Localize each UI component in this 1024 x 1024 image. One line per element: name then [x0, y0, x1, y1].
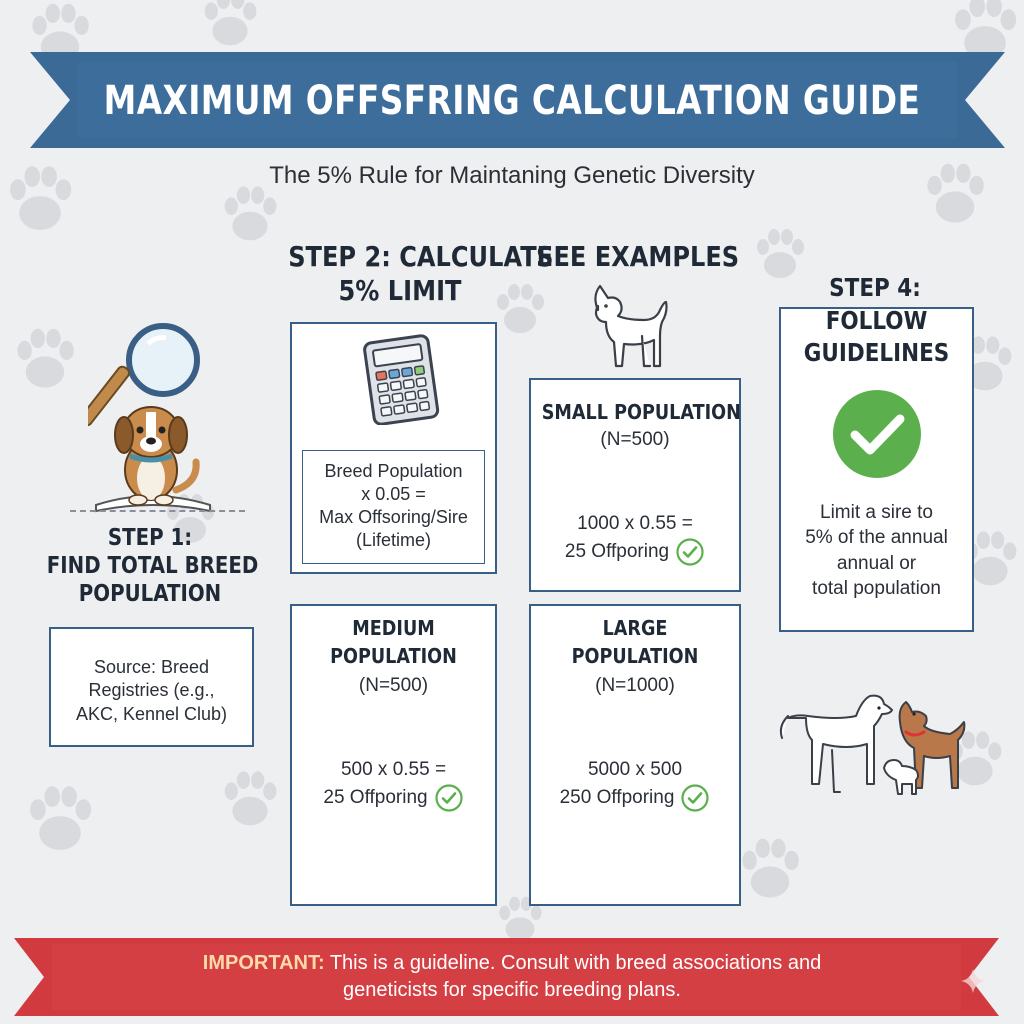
medium-population-n: (N=500)	[358, 675, 429, 696]
source-line: AKC, Kennel Club)	[75, 703, 228, 724]
large-title-line: POPULATION	[571, 644, 699, 668]
large-population-n: (N=1000)	[595, 675, 675, 696]
step1-heading-line: STEP 1:	[107, 525, 193, 551]
large-population-result: 250 Offporing	[559, 787, 675, 809]
small-population-result-row: 25 Offporing	[529, 537, 741, 567]
medium-population-result: 25 Offporing	[323, 787, 428, 809]
step4-text: Limit a sire to 5% of the annual annual …	[779, 500, 974, 601]
formula-line: (Lifetime)	[355, 530, 431, 551]
dog-outline-icon	[594, 284, 668, 368]
small-population-result: 25 Offporing	[564, 541, 670, 563]
step1-heading-line: POPULATION	[78, 581, 222, 608]
step4-text-line: total population	[812, 577, 941, 599]
check-circle-icon	[681, 784, 709, 812]
important-label: IMPORTANT:	[202, 952, 325, 974]
step1-heading-line: FIND TOTAL BREED	[46, 553, 259, 580]
formula-box	[302, 450, 485, 564]
large-title-line: LARGE	[602, 616, 668, 640]
medium-population-card	[290, 604, 497, 906]
notice-line: IMPORTANT: This is a guideline. Consult …	[110, 950, 914, 977]
notice-text: This is a guideline. Consult with breed …	[324, 952, 822, 974]
page-subtitle: The 5% Rule for Maintaning Genetic Diver…	[269, 162, 755, 189]
step4-text-line: annual or	[836, 552, 917, 574]
important-notice: IMPORTANT: This is a guideline. Consult …	[110, 950, 914, 1004]
check-circle-icon	[676, 538, 704, 566]
page-title: MAXIMUM OFFSFRING CALCULATION GUIDE	[103, 78, 921, 124]
dog-family-icon	[779, 694, 966, 795]
small-population-title: SMALL POPULATION	[541, 400, 741, 424]
medium-title-line: POPULATION	[330, 644, 457, 668]
source-line: Registries (e.g.,	[88, 680, 215, 701]
step4-heading-top: STEP 4:	[811, 272, 940, 304]
large-population-calc: 5000 x 500	[587, 759, 683, 780]
medium-title-line: MEDIUM	[352, 616, 435, 640]
formula-line: Breed Population	[324, 461, 463, 481]
step1-heading: STEP 1: FIND TOTAL BREED POPULATION	[46, 524, 259, 608]
formula-line: x 0.05 =	[361, 484, 426, 505]
divider	[70, 510, 245, 512]
step2-heading-line: 5% LIMIT	[338, 274, 462, 308]
notice-banner	[14, 938, 999, 1016]
step2-heading: STEP 2: CALCULATE 5% LIMIT	[288, 240, 554, 308]
medium-population-result-row: 25 Offporing	[290, 783, 497, 813]
large-population-title: LARGE POPULATION	[542, 614, 729, 670]
magnifier-dog-icon	[88, 323, 211, 513]
source-card	[49, 627, 254, 747]
calculator-icon	[363, 334, 440, 425]
medium-population-calc: 500 x 0.55 =	[340, 759, 447, 780]
formula-text: Breed Population x 0.05 = Max Offsoring/…	[302, 460, 485, 552]
small-population-card	[529, 378, 741, 592]
source-text: Source: Breed Registries (e.g., AKC, Ken…	[49, 656, 254, 726]
formula-line: Max Offsoring/Sire	[319, 507, 468, 528]
step4-text-line: 5% of the annual	[805, 527, 948, 549]
step4-heading-line: STEP 4:	[829, 273, 921, 302]
large-population-result-row: 250 Offporing	[529, 783, 741, 813]
step4-heading-line: GUIDELINES	[803, 337, 950, 367]
source-line: Source: Breed	[93, 657, 210, 677]
step4-heading: FOLLOW GUIDELINES	[793, 305, 961, 368]
title-banner	[30, 52, 1005, 148]
examples-heading: SEE EXAMPLES	[536, 240, 740, 273]
green-check-icon	[833, 390, 921, 478]
medium-population-title: MEDIUM POPULATION	[302, 614, 484, 670]
step4-heading-line: FOLLOW	[825, 306, 928, 335]
small-population-calc: 1000 x 0.55 =	[577, 513, 693, 534]
large-population-card	[529, 604, 741, 906]
step4-text-line: Limit a sire to	[820, 502, 933, 523]
notice-line: geneticists for specific breeding plans.	[343, 979, 681, 1001]
check-circle-icon	[435, 784, 463, 812]
small-population-n: (N=500)	[600, 429, 670, 450]
step2-heading-line: STEP 2: CALCULATE	[288, 240, 554, 273]
sparkle-icon	[961, 969, 985, 993]
